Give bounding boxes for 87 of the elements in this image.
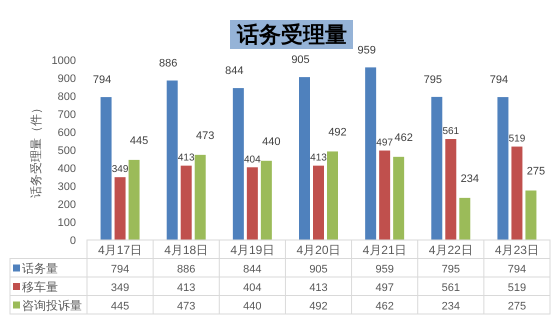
bar	[299, 77, 310, 240]
text: 440	[243, 300, 262, 312]
data-label: 844	[225, 65, 244, 78]
bar	[313, 166, 324, 240]
text: 275	[508, 300, 526, 312]
y-axis-title: 话务受理量（件）	[29, 102, 43, 198]
bar	[194, 154, 206, 240]
bar	[100, 97, 112, 240]
bar	[511, 146, 522, 240]
data-label: 794	[92, 74, 112, 86]
text: 445	[110, 300, 130, 312]
bar	[166, 80, 178, 240]
y-tick-label: 600	[58, 127, 76, 139]
y-tick-label: 400	[58, 163, 76, 175]
text: 473	[177, 300, 196, 312]
x-tick-label: 4月22日	[428, 243, 473, 257]
text: 404	[243, 282, 262, 294]
y-tick-label: 200	[58, 199, 76, 211]
y-tick-label: 800	[58, 91, 76, 103]
text: 497	[375, 282, 394, 294]
y-tick-label: 500	[58, 145, 76, 157]
text: 413	[309, 282, 328, 294]
data-label: 492	[328, 126, 347, 138]
data-label: 349	[112, 164, 128, 176]
data-label: 905	[291, 54, 310, 66]
bar	[327, 151, 338, 240]
legend-label: 移车量	[22, 280, 58, 294]
y-tick-label: 1000	[52, 55, 76, 67]
data-label: 445	[130, 134, 148, 147]
legend-label: 咨询投诉量	[22, 298, 82, 312]
x-tick-label: 4月23日	[494, 243, 539, 257]
bar	[445, 139, 456, 240]
text: 413	[177, 282, 196, 294]
y-tick-label: 300	[58, 181, 76, 193]
data-label: 561	[442, 126, 460, 138]
text: 794	[110, 264, 130, 276]
data-label: 275	[526, 166, 546, 178]
bar	[393, 156, 404, 240]
bar	[379, 150, 390, 240]
text: 561	[442, 282, 460, 294]
x-tick-label: 4月20日	[296, 243, 341, 257]
title: 话务受理量	[230, 20, 353, 49]
bar	[459, 198, 470, 240]
text: 234	[442, 300, 460, 312]
bar	[128, 160, 140, 240]
data-label: 795	[424, 74, 442, 86]
data-label: 413	[178, 152, 195, 164]
bar	[431, 96, 442, 240]
text: 462	[375, 300, 394, 312]
text: 886	[177, 264, 196, 276]
x-tick-label: 4月18日	[164, 243, 208, 257]
data-label: 473	[196, 130, 214, 142]
text: 349	[110, 282, 130, 294]
data-label: 413	[310, 152, 327, 164]
bar	[525, 190, 536, 240]
bar	[365, 67, 376, 240]
data-label: 794	[490, 74, 508, 86]
bar	[114, 177, 126, 240]
y-tick-label: 0	[70, 235, 76, 247]
y-tick-label: 100	[58, 217, 76, 229]
bar	[180, 166, 192, 240]
data-label: 462	[394, 132, 413, 144]
chart-title: 话务受理量	[236, 22, 347, 47]
data-label: 519	[508, 134, 526, 145]
text: 959	[375, 264, 394, 276]
text: 519	[508, 282, 526, 294]
data-label: 440	[262, 136, 281, 148]
data-label: 959	[357, 44, 376, 56]
legend-label: 话务量	[22, 262, 58, 276]
x-tick-label: 4月21日	[362, 243, 407, 257]
bar	[497, 97, 508, 240]
data-label: 404	[244, 154, 261, 166]
bar	[232, 88, 244, 240]
text: 794	[508, 264, 526, 276]
y-tick-label: 900	[58, 73, 76, 85]
bar	[246, 167, 258, 240]
x-tick-label: 4月17日	[98, 243, 142, 257]
text: 844	[243, 264, 262, 276]
data-label: 886	[159, 58, 178, 70]
data-label: 497	[376, 138, 393, 149]
text: 492	[309, 300, 328, 312]
y-tick-label: 700	[58, 109, 76, 121]
x-tick-label: 4月19日	[230, 243, 274, 257]
bar	[260, 160, 272, 240]
data-label: 234	[460, 172, 479, 185]
text: 905	[309, 264, 328, 276]
text: 795	[442, 264, 460, 276]
